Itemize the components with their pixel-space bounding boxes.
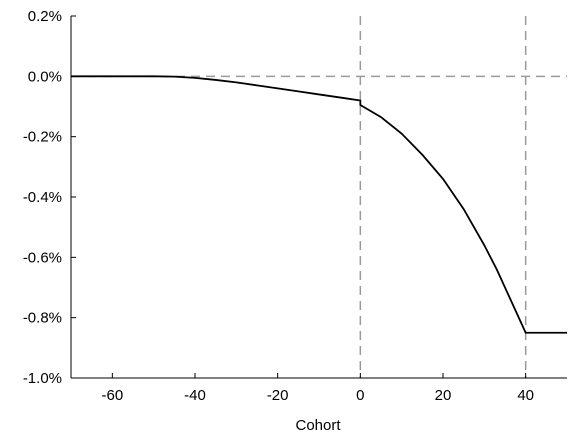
y-tick-label: -0.8%: [23, 310, 62, 327]
y-tick-label: 0.2%: [28, 8, 62, 25]
series-layer: [71, 75, 567, 334]
x-tick-label: -20: [267, 387, 289, 404]
y-tick-label: -1.0%: [23, 370, 62, 387]
reference-lines: [71, 16, 567, 378]
x-tick-label: -40: [184, 387, 206, 404]
y-tick-label: -0.2%: [23, 129, 62, 146]
x-tick-label: 20: [435, 387, 452, 404]
x-tick-label: -60: [101, 387, 123, 404]
x-tick-label: 40: [517, 387, 534, 404]
axes: [70, 16, 567, 379]
y-ticks: 0.2% 0.0% -0.2% -0.4% -0.6% -0.8% -1.0%: [23, 8, 76, 387]
series-line-0: [71, 75, 567, 334]
x-ticks: -60 -40 -20 0 20 40: [101, 373, 534, 404]
y-tick-label: -0.4%: [23, 189, 62, 206]
y-tick-label: 0.0%: [28, 68, 62, 85]
y-tick-label: -0.6%: [23, 249, 62, 266]
x-tick-label: 0: [356, 387, 364, 404]
x-axis-title: Cohort: [295, 417, 341, 434]
